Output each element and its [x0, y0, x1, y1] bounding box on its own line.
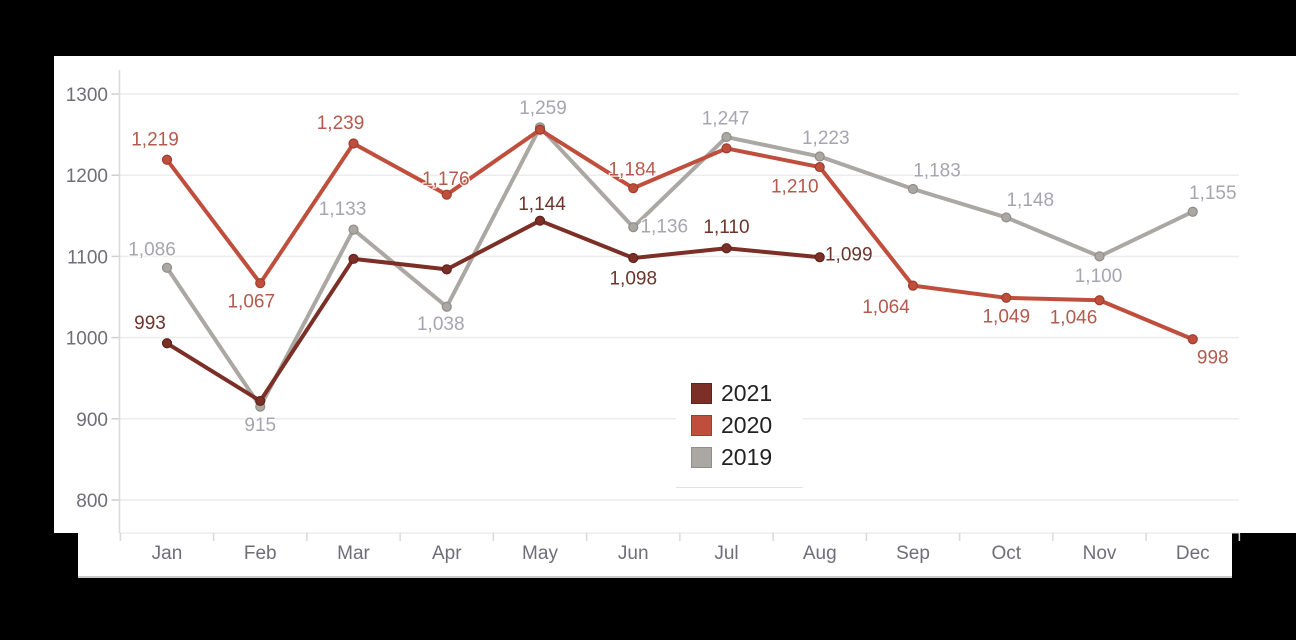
data-label-2021-aug: 1,099	[825, 245, 873, 266]
y-axis-label-900: 900	[76, 410, 108, 431]
data-label-2019-oct: 1,148	[1006, 190, 1054, 211]
data-point-2019-mar[interactable]	[348, 224, 359, 235]
data-point-2019-sep[interactable]	[907, 183, 919, 195]
data-point-2019-aug[interactable]	[814, 151, 825, 162]
data-point-2019-jul[interactable]	[721, 131, 732, 143]
data-label-2021-may: 1,144	[518, 194, 566, 215]
legend-item-2019[interactable]: 2019	[691, 446, 803, 469]
series-line-2020[interactable]	[165, 127, 1195, 342]
x-axis-label-oct: Oct	[991, 543, 1021, 564]
data-label-2021-jun: 1,098	[609, 269, 657, 290]
x-axis-strip	[78, 533, 1232, 578]
data-point-2020-apr[interactable]	[441, 189, 452, 200]
data-label-2019-dec: 1,155	[1189, 183, 1237, 204]
data-point-2021-feb[interactable]	[255, 395, 266, 407]
data-label-2019-jul: 1,247	[702, 109, 750, 130]
data-point-2020-nov[interactable]	[1094, 295, 1105, 306]
x-axis-label-jul: Jul	[714, 543, 738, 564]
y-axis-label-1300: 1300	[66, 85, 108, 106]
x-axis-label-feb: Feb	[244, 543, 277, 564]
data-point-2019-dec[interactable]	[1187, 206, 1198, 217]
x-axis-label-dec: Dec	[1176, 543, 1210, 564]
data-label-2021-jul: 1,110	[703, 217, 749, 238]
x-axis-label-jan: Jan	[152, 543, 183, 564]
x-axis-label-sep: Sep	[896, 543, 930, 564]
data-label-2020-jan: 1,219	[131, 129, 179, 150]
data-point-2019-nov[interactable]	[1094, 251, 1105, 262]
data-label-2020-dec: 998	[1197, 348, 1229, 369]
legend: 2021 2020 2019	[676, 372, 803, 488]
data-label-2019-mar: 1,133	[319, 199, 367, 220]
data-point-2021-jul[interactable]	[721, 243, 732, 254]
series-line-2019[interactable]	[165, 125, 1195, 409]
data-label-2019-apr: 1,038	[417, 314, 465, 335]
legend-item-2021[interactable]: 2021	[691, 382, 803, 405]
y-axis-label-1100: 1100	[67, 247, 108, 268]
data-point-2021-mar[interactable]	[348, 253, 359, 264]
data-point-2020-may[interactable]	[534, 124, 546, 135]
data-label-2020-jun: 1,184	[608, 160, 656, 181]
data-point-2020-aug[interactable]	[814, 161, 825, 173]
data-point-2019-apr[interactable]	[441, 301, 452, 312]
y-axis-label-800: 800	[76, 491, 108, 512]
data-point-2019-jun[interactable]	[628, 222, 639, 233]
data-label-2020-apr: 1,176	[422, 169, 470, 190]
data-label-2019-jun: 1,136	[640, 217, 688, 238]
x-axis-label-apr: Apr	[432, 543, 462, 564]
series-line-2021[interactable]	[165, 218, 822, 403]
data-label-2020-oct: 1,049	[982, 306, 1030, 327]
data-point-2021-jun[interactable]	[628, 252, 639, 264]
x-axis-label-nov: Nov	[1083, 543, 1117, 564]
chart-card	[54, 56, 1296, 533]
data-label-2019-may: 1,259	[519, 98, 567, 119]
data-point-2021-aug[interactable]	[814, 252, 825, 263]
x-axis-label-jun: Jun	[618, 543, 649, 564]
data-point-2020-jun[interactable]	[628, 183, 639, 194]
data-label-2020-nov: 1,046	[1050, 308, 1098, 329]
data-point-2019-jan[interactable]	[161, 262, 173, 273]
data-label-2021-jan: 993	[134, 313, 166, 334]
data-point-2021-apr[interactable]	[441, 264, 452, 275]
legend-label-2019: 2019	[721, 444, 773, 470]
data-point-2020-oct[interactable]	[1001, 292, 1012, 303]
data-label-2020-aug: 1,210	[771, 177, 819, 198]
data-point-2020-sep[interactable]	[907, 280, 919, 291]
x-axis-label-aug: Aug	[803, 543, 837, 564]
legend-label-2020: 2020	[721, 412, 773, 438]
legend-swatch-2019	[691, 447, 712, 468]
data-label-2019-sep: 1,183	[913, 161, 961, 182]
data-point-2020-jul[interactable]	[721, 143, 732, 154]
legend-swatch-2021	[691, 383, 712, 404]
data-label-2019-nov: 1,100	[1075, 266, 1123, 287]
data-point-2020-jan[interactable]	[161, 154, 173, 165]
y-axis-label-1000: 1000	[66, 329, 108, 350]
data-label-2019-aug: 1,223	[802, 128, 850, 149]
data-point-2021-may[interactable]	[534, 215, 546, 226]
data-point-2020-mar[interactable]	[348, 138, 359, 149]
data-point-2020-feb[interactable]	[255, 278, 266, 289]
data-point-2020-dec[interactable]	[1187, 334, 1198, 345]
x-axis-label-may: May	[522, 543, 558, 564]
legend-item-2020[interactable]: 2020	[691, 414, 803, 437]
y-axis-label-1200: 1200	[66, 166, 108, 187]
x-axis-label-mar: Mar	[337, 543, 370, 564]
data-label-2020-feb: 1,067	[227, 292, 275, 313]
data-label-2020-sep: 1,064	[862, 297, 910, 318]
data-point-2021-jan[interactable]	[161, 338, 173, 349]
data-label-2019-feb: 915	[244, 415, 276, 436]
legend-label-2021: 2021	[721, 380, 773, 406]
data-label-2020-mar: 1,239	[317, 113, 365, 134]
data-label-2019-jan: 1,086	[128, 239, 176, 260]
data-point-2019-oct[interactable]	[1001, 212, 1012, 223]
legend-swatch-2020	[691, 415, 712, 436]
